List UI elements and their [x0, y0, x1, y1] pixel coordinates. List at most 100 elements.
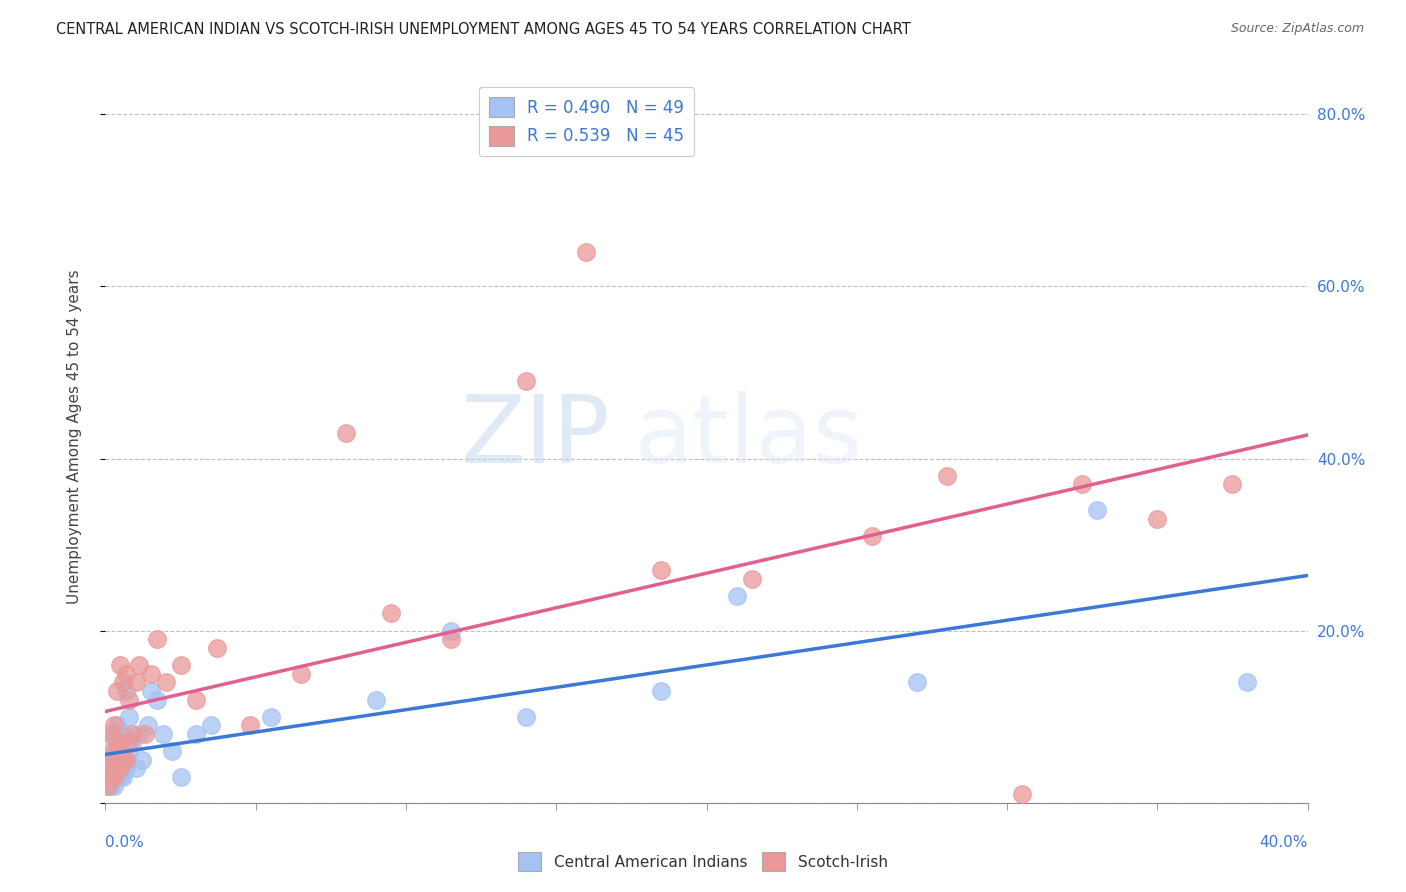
Y-axis label: Unemployment Among Ages 45 to 54 years: Unemployment Among Ages 45 to 54 years — [67, 269, 82, 605]
Point — [124, 675, 146, 690]
Point — [364, 692, 387, 706]
Point — [110, 735, 132, 749]
Point — [107, 744, 129, 758]
Point — [575, 245, 598, 260]
Point — [110, 770, 132, 784]
Point — [936, 468, 959, 483]
Point — [112, 753, 135, 767]
Point — [131, 753, 153, 767]
Point — [139, 684, 162, 698]
Point — [103, 779, 125, 793]
Point — [103, 744, 125, 758]
Point — [107, 684, 129, 698]
Point — [103, 770, 125, 784]
Point — [160, 744, 183, 758]
Point — [440, 624, 463, 638]
Point — [110, 753, 132, 767]
Point — [1085, 503, 1108, 517]
Point — [741, 572, 763, 586]
Point — [145, 632, 167, 647]
Point — [169, 658, 191, 673]
Point — [118, 710, 141, 724]
Point — [118, 692, 141, 706]
Point — [139, 666, 162, 681]
Point — [200, 718, 222, 732]
Point — [380, 607, 402, 621]
Point — [107, 718, 129, 732]
Point — [1011, 787, 1033, 801]
Point — [121, 735, 143, 749]
Point — [128, 658, 150, 673]
Point — [136, 718, 159, 732]
Point — [155, 675, 177, 690]
Point — [118, 744, 141, 758]
Point — [145, 692, 167, 706]
Point — [97, 761, 120, 775]
Point — [169, 770, 191, 784]
Point — [107, 735, 129, 749]
Point — [103, 718, 125, 732]
Point — [134, 727, 156, 741]
Text: Source: ZipAtlas.com: Source: ZipAtlas.com — [1230, 22, 1364, 36]
Point — [121, 727, 143, 741]
Point — [110, 761, 132, 775]
Text: atlas: atlas — [634, 391, 863, 483]
Point — [515, 374, 537, 388]
Point — [124, 761, 146, 775]
Point — [97, 761, 120, 775]
Legend: Central American Indians, Scotch-Irish: Central American Indians, Scotch-Irish — [512, 847, 894, 877]
Point — [905, 675, 928, 690]
Point — [335, 425, 357, 440]
Point — [103, 761, 125, 775]
Point — [103, 770, 125, 784]
Point — [1071, 477, 1094, 491]
Point — [100, 753, 122, 767]
Point — [128, 727, 150, 741]
Point — [440, 632, 463, 647]
Point — [650, 684, 672, 698]
Point — [110, 735, 132, 749]
Point — [103, 753, 125, 767]
Text: 40.0%: 40.0% — [1260, 836, 1308, 850]
Point — [100, 770, 122, 784]
Point — [152, 727, 174, 741]
Point — [290, 666, 312, 681]
Point — [100, 727, 122, 741]
Point — [107, 761, 129, 775]
Point — [1236, 675, 1258, 690]
Point — [115, 684, 138, 698]
Point — [115, 753, 138, 767]
Point — [650, 564, 672, 578]
Legend: R = 0.490   N = 49, R = 0.539   N = 45: R = 0.490 N = 49, R = 0.539 N = 45 — [478, 87, 695, 156]
Point — [115, 666, 138, 681]
Point — [860, 529, 883, 543]
Text: ZIP: ZIP — [461, 391, 610, 483]
Point — [100, 735, 122, 749]
Point — [515, 710, 537, 724]
Point — [97, 779, 120, 793]
Point — [118, 735, 141, 749]
Point — [239, 718, 262, 732]
Point — [97, 770, 120, 784]
Point — [100, 770, 122, 784]
Point — [260, 710, 283, 724]
Point — [100, 779, 122, 793]
Point — [112, 770, 135, 784]
Point — [725, 589, 748, 603]
Point — [103, 727, 125, 741]
Point — [107, 770, 129, 784]
Point — [100, 753, 122, 767]
Point — [1222, 477, 1244, 491]
Text: CENTRAL AMERICAN INDIAN VS SCOTCH-IRISH UNEMPLOYMENT AMONG AGES 45 TO 54 YEARS C: CENTRAL AMERICAN INDIAN VS SCOTCH-IRISH … — [56, 22, 911, 37]
Point — [1146, 512, 1168, 526]
Point — [184, 727, 207, 741]
Point — [107, 761, 129, 775]
Point — [205, 640, 228, 655]
Point — [110, 761, 132, 775]
Point — [112, 727, 135, 741]
Point — [100, 761, 122, 775]
Text: 0.0%: 0.0% — [105, 836, 145, 850]
Point — [184, 692, 207, 706]
Point — [110, 658, 132, 673]
Point — [115, 761, 138, 775]
